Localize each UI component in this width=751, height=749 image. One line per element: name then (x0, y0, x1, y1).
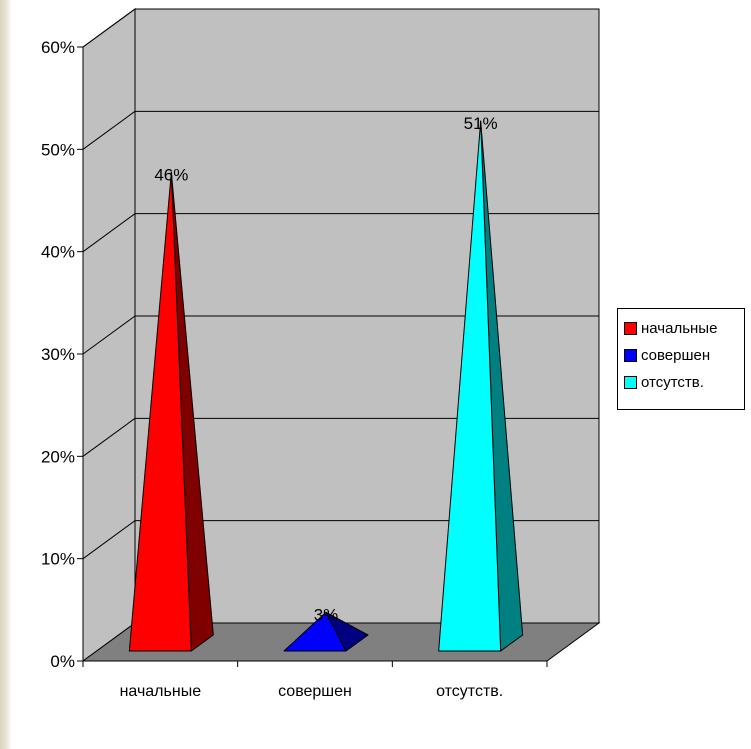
legend-label-2: совершен (641, 347, 711, 364)
legend-swatch-3 (624, 376, 637, 389)
legend-item-1: начальные (624, 315, 744, 342)
gridline-side-4 (82, 213, 136, 253)
y-tick-label-3: 30% (41, 345, 75, 364)
legend-label-3: отсутств. (641, 374, 704, 391)
x-tick-label-3: отсутств. (436, 683, 503, 700)
legend-swatch-2 (624, 349, 637, 362)
chart-legend: начальные совершен отсутств. (617, 308, 745, 410)
x-tick-label-2: совершен (278, 683, 352, 700)
legend-swatch-1 (624, 322, 637, 335)
y-tick-label-2: 20% (41, 447, 75, 466)
x-tick-label-1: начальные (120, 683, 202, 700)
legend-item-2: совершен (624, 342, 744, 369)
y-tick-label-6: 60% (41, 38, 75, 57)
legend-item-3: отсутств. (624, 369, 744, 396)
gridline-side-2 (82, 417, 136, 457)
y-tick-label-1: 10% (41, 550, 75, 569)
y-tick-label-5: 50% (41, 140, 75, 159)
gridline-side-3 (82, 315, 136, 355)
y-tick-label-4: 40% (41, 243, 75, 262)
data-label-3: 51% (464, 114, 498, 133)
gridline-side-5 (82, 110, 136, 150)
y-tick-label-0: 0% (50, 652, 75, 671)
gridline-side-1 (82, 520, 136, 560)
data-label-1: 46% (154, 165, 188, 184)
data-label-2: 3% (314, 605, 339, 624)
pyramid-front-2 (283, 611, 347, 652)
legend-label-1: начальные (641, 320, 718, 337)
pyramid-front-1 (128, 171, 192, 652)
gridline-side-6 (82, 8, 136, 48)
pyramid-front-3 (438, 120, 502, 652)
